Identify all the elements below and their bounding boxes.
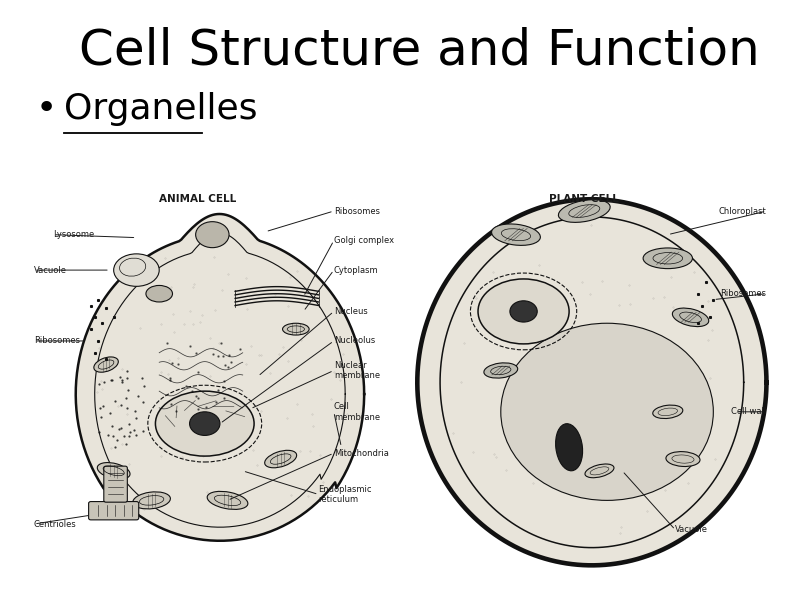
- Text: Golgi complex: Golgi complex: [333, 236, 394, 245]
- Text: Organelles: Organelles: [64, 92, 257, 126]
- Ellipse shape: [558, 200, 610, 223]
- Text: Endoplasmic
reticulum: Endoplasmic reticulum: [318, 485, 372, 504]
- Text: Nucleus: Nucleus: [333, 307, 368, 316]
- Text: Ribosomes: Ribosomes: [720, 289, 766, 298]
- Ellipse shape: [673, 308, 709, 327]
- Text: Nuclear
membrane: Nuclear membrane: [333, 361, 380, 380]
- Text: Cell wall: Cell wall: [731, 408, 766, 416]
- Text: Ribosomes: Ribosomes: [34, 336, 80, 346]
- Text: Cytoplasm: Cytoplasm: [333, 265, 379, 275]
- Ellipse shape: [133, 492, 171, 509]
- Text: Ribosomes: Ribosomes: [333, 206, 380, 215]
- Ellipse shape: [484, 363, 518, 378]
- Text: Chloroplast: Chloroplast: [719, 206, 766, 215]
- FancyBboxPatch shape: [104, 466, 127, 502]
- Polygon shape: [75, 214, 364, 541]
- Ellipse shape: [156, 391, 254, 456]
- FancyBboxPatch shape: [89, 502, 139, 520]
- Text: Vacuole: Vacuole: [34, 265, 67, 275]
- Text: ANIMAL CELL: ANIMAL CELL: [159, 194, 236, 204]
- Text: PLANT CELL: PLANT CELL: [549, 194, 619, 204]
- Circle shape: [190, 412, 220, 436]
- Ellipse shape: [207, 491, 248, 509]
- Text: Lysosome: Lysosome: [53, 230, 94, 239]
- Ellipse shape: [585, 464, 614, 478]
- Ellipse shape: [98, 462, 130, 479]
- Ellipse shape: [556, 424, 583, 471]
- Ellipse shape: [146, 286, 172, 302]
- Text: Vacuole: Vacuole: [676, 525, 708, 534]
- Ellipse shape: [491, 224, 541, 245]
- Ellipse shape: [666, 452, 700, 466]
- Ellipse shape: [283, 323, 309, 335]
- Ellipse shape: [264, 450, 297, 468]
- Text: Mitochondria: Mitochondria: [333, 449, 389, 458]
- Text: Centrioles: Centrioles: [34, 519, 77, 528]
- Ellipse shape: [653, 405, 683, 418]
- Ellipse shape: [114, 254, 160, 286]
- Ellipse shape: [94, 357, 118, 372]
- Ellipse shape: [478, 279, 569, 344]
- Polygon shape: [418, 199, 766, 565]
- Text: Cell
membrane: Cell membrane: [333, 402, 380, 421]
- Text: Cell Structure and Function: Cell Structure and Function: [79, 27, 760, 75]
- Circle shape: [195, 222, 229, 248]
- Ellipse shape: [501, 323, 713, 500]
- Text: Nucleolus: Nucleolus: [333, 336, 375, 346]
- Text: •: •: [36, 92, 57, 126]
- Ellipse shape: [643, 248, 692, 268]
- Circle shape: [510, 301, 538, 322]
